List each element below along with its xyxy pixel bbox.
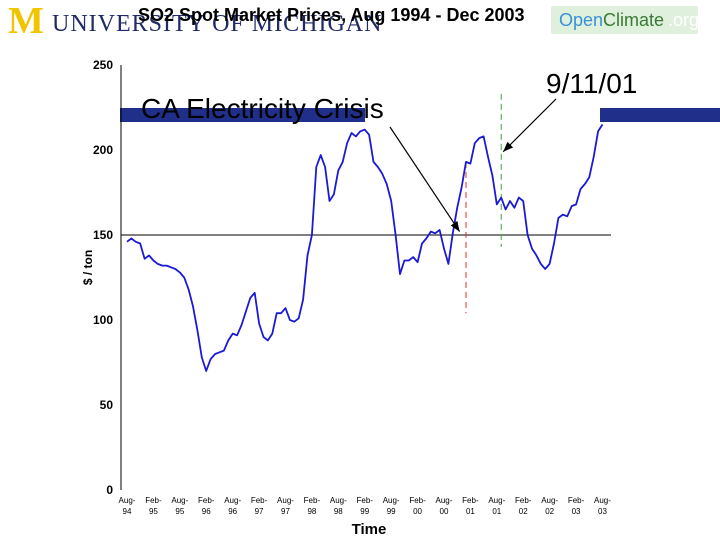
x-tick-label: 97 xyxy=(255,507,264,516)
x-axis-title: Time xyxy=(352,521,387,538)
openclimate-org-text: .org xyxy=(668,10,700,30)
x-tick-label: 00 xyxy=(440,507,449,516)
x-tick-label: 03 xyxy=(572,507,581,516)
sept11-arrowhead xyxy=(503,141,514,152)
openclimate-logo: Open Climate .org xyxy=(551,6,700,34)
y-tick-label: 100 xyxy=(93,313,113,327)
x-tick-label: Aug- xyxy=(119,496,136,505)
x-tick-label: 98 xyxy=(334,507,343,516)
y-tick-label: 250 xyxy=(93,58,113,72)
x-tick-label: Feb- xyxy=(198,496,215,505)
y-axis-title: $ / ton xyxy=(81,250,95,285)
x-tick-label: 97 xyxy=(281,507,290,516)
x-axis-ticks: Aug- 94 Feb- 95 Aug- 95 Feb- 96 Aug- 96 Feb- 97 Aug-… xyxy=(119,496,612,516)
x-tick-label: 02 xyxy=(545,507,554,516)
x-tick-label: 01 xyxy=(492,507,501,516)
y-tick-label: 50 xyxy=(100,398,114,412)
x-tick-label: 02 xyxy=(519,507,528,516)
x-tick-label: Feb- xyxy=(515,496,532,505)
x-tick-label: Feb- xyxy=(568,496,585,505)
x-tick-label: Aug- xyxy=(277,496,294,505)
x-tick-label: Feb- xyxy=(462,496,479,505)
x-tick-label: 94 xyxy=(123,507,132,516)
x-tick-label: 96 xyxy=(228,507,237,516)
x-tick-label: 99 xyxy=(387,507,396,516)
x-tick-label: Aug- xyxy=(224,496,241,505)
x-tick-label: 99 xyxy=(360,507,369,516)
x-tick-label: Feb- xyxy=(145,496,162,505)
x-tick-label: 98 xyxy=(307,507,316,516)
ca-crisis-annotation: CA Electricity Crisis xyxy=(141,93,384,124)
y-tick-label: 0 xyxy=(106,483,113,497)
university-initial: M xyxy=(8,0,44,42)
decorative-band-left xyxy=(120,108,365,122)
x-tick-label: Feb- xyxy=(251,496,268,505)
ca-crisis-arrowhead xyxy=(450,221,460,232)
x-tick-label: 95 xyxy=(175,507,184,516)
x-tick-label: 95 xyxy=(149,507,158,516)
x-tick-label: Aug- xyxy=(171,496,188,505)
ca-crisis-arrow xyxy=(389,126,461,232)
price-series-line xyxy=(126,124,604,372)
x-tick-label: Aug- xyxy=(436,496,453,505)
y-axis-ticks: 0 50 100 150 200 250 xyxy=(93,58,113,497)
openclimate-open-text: Open xyxy=(559,10,604,30)
x-tick-label: Aug- xyxy=(594,496,611,505)
x-tick-label: 96 xyxy=(202,507,211,516)
university-wordmark: UNIVERSITY OF MICHIGAN xyxy=(52,11,383,37)
x-tick-label: 00 xyxy=(413,507,422,516)
sept11-annotation: 9/11/01 xyxy=(546,68,637,99)
x-tick-label: Aug- xyxy=(383,496,400,505)
x-tick-label: Feb- xyxy=(357,496,374,505)
x-tick-label: 01 xyxy=(466,507,475,516)
openclimate-climate-text: Climate xyxy=(603,10,665,30)
x-tick-label: Aug- xyxy=(488,496,505,505)
decorative-band-right xyxy=(600,108,720,122)
y-tick-label: 200 xyxy=(93,143,113,157)
y-tick-label: 150 xyxy=(93,228,113,242)
x-tick-label: Aug- xyxy=(330,496,347,505)
chart-title: SO2 Spot Market Prices, Aug 1994 - Dec 2… xyxy=(138,5,525,25)
x-tick-label: Feb- xyxy=(409,496,426,505)
university-of-michigan-logo: M UNIVERSITY OF MICHIGAN xyxy=(8,0,381,42)
x-tick-label: Feb- xyxy=(304,496,321,505)
header-band: M UNIVERSITY OF MICHIGAN Open Climate .o… xyxy=(0,0,720,40)
x-tick-label: Aug- xyxy=(541,496,558,505)
x-tick-label: 03 xyxy=(598,507,607,516)
sept11-arrow xyxy=(502,98,557,153)
